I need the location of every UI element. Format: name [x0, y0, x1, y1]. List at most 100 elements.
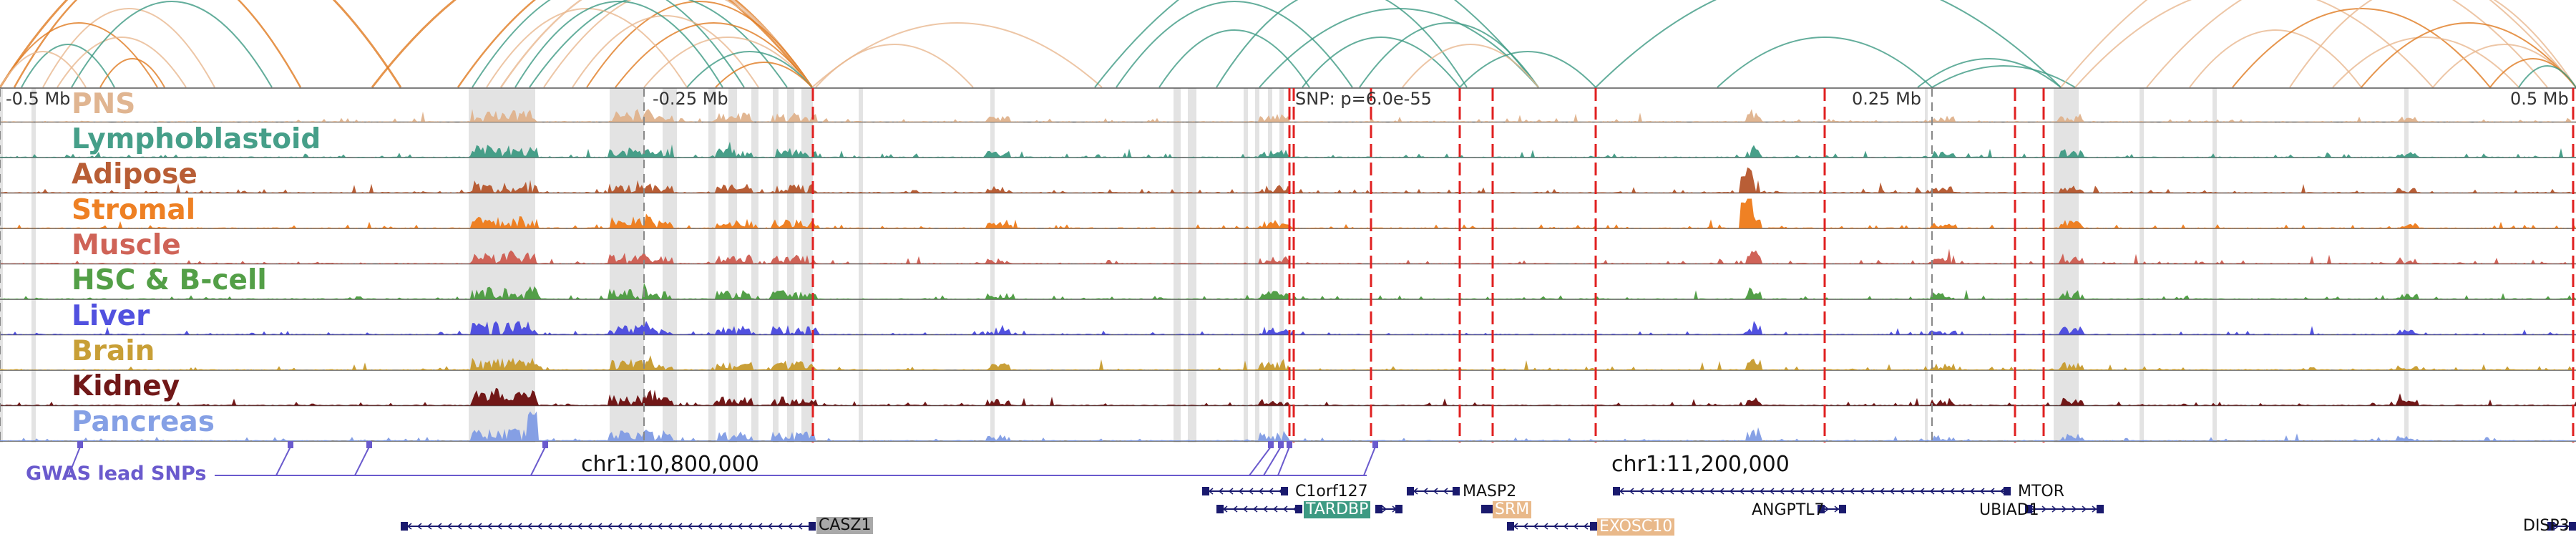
loop-arc — [715, 62, 813, 88]
loop-arc — [1402, 44, 1539, 88]
highlight-region — [1925, 88, 1928, 442]
strand-arrow — [2564, 523, 2570, 530]
gwas-snp-connector — [1363, 446, 1376, 476]
strand-arrow — [787, 523, 793, 530]
gene-label-srm[interactable]: SRM — [1493, 501, 1532, 518]
loop-arc — [13, 0, 302, 88]
strand-arrow — [557, 523, 562, 530]
signal-tracks — [0, 87, 2576, 442]
strand-arrow — [2092, 505, 2097, 513]
loop-arc — [572, 15, 759, 88]
strand-arrow — [1649, 488, 1654, 495]
loop-arc — [586, 1, 813, 88]
strand-arrow — [1523, 523, 1528, 530]
strand-arrow — [667, 523, 673, 530]
gwas-snp-marker — [1278, 441, 1284, 448]
track-signal — [0, 109, 2576, 122]
loop-arc — [42, 8, 215, 88]
loop-arc — [2361, 22, 2576, 88]
gwas-snp-connector — [68, 446, 81, 476]
strand-arrow — [707, 523, 713, 530]
strand-arrow — [527, 523, 532, 530]
loop-arc — [1216, 0, 1468, 88]
loop-arc — [486, 8, 688, 88]
loop-arc — [2289, 0, 2576, 88]
strand-arrow — [1248, 488, 1254, 495]
loop-arc — [2232, 8, 2491, 88]
strand-arrow — [1979, 488, 1985, 495]
strand-arrow — [1829, 488, 1835, 495]
strand-arrow — [577, 523, 582, 530]
highlight-region — [990, 88, 995, 442]
strand-arrow — [1749, 488, 1755, 495]
strand-arrow — [797, 523, 803, 530]
exon-block — [2569, 522, 2576, 531]
exon-block — [1375, 505, 1382, 513]
exon-block — [2097, 505, 2104, 513]
strand-arrow — [1859, 488, 1865, 495]
strand-arrow — [426, 523, 432, 530]
highlight-region — [0, 88, 3, 442]
strand-arrow — [1689, 488, 1694, 495]
gene-label-masp2[interactable]: MASP2 — [1463, 483, 1517, 500]
strand-arrow — [1679, 488, 1684, 495]
strand-arrow — [1563, 523, 1568, 530]
strand-arrow — [416, 523, 422, 530]
track-signal — [0, 321, 2576, 335]
highlight-region — [787, 88, 794, 442]
strand-arrow — [737, 523, 743, 530]
loop-arc — [686, 51, 813, 88]
gene-label-tardbp[interactable]: TARDBP — [1304, 501, 1371, 518]
track-label-hsc-b-cell: HSC & B-cell — [72, 264, 267, 296]
strand-arrow — [657, 523, 663, 530]
gene-label-c1orf127[interactable]: C1orf127 — [1295, 483, 1368, 500]
strand-arrow — [1819, 488, 1825, 495]
snp-pvalue-label: SNP: p=6.0e-55 — [1295, 89, 1432, 109]
strand-arrow — [1423, 488, 1428, 495]
strand-arrow — [1228, 488, 1234, 495]
strand-arrow — [2062, 505, 2067, 513]
track-label-kidney: Kidney — [72, 370, 180, 402]
exon-block — [1295, 505, 1302, 513]
loop-arc — [514, 1, 723, 88]
highlight-region — [1268, 88, 1272, 442]
track-label-stromal: Stromal — [72, 194, 196, 226]
strand-arrow — [2031, 505, 2037, 513]
strand-arrow — [537, 523, 542, 530]
strand-arrow — [1999, 488, 2005, 495]
track-label-lymphoblastoid: Lymphoblastoid — [72, 123, 321, 155]
chromatin-loop-arcs — [0, 0, 2576, 88]
gwas-snp-connector — [530, 446, 546, 476]
axis-tick-label: 0.25 Mb — [1852, 89, 1922, 109]
strand-arrow — [1899, 488, 1905, 495]
axis-tick-label: -0.25 Mb — [653, 89, 728, 109]
gwas-snp-marker — [1268, 441, 1274, 448]
gene-label-casz1[interactable]: CASZ1 — [816, 517, 874, 534]
gene-label-exosc10[interactable]: EXOSC10 — [1597, 518, 1675, 536]
strand-arrow — [1799, 488, 1805, 495]
gene-label-angptl7[interactable]: ANGPTL7 — [1752, 501, 1825, 519]
loop-arc — [643, 37, 813, 88]
loop-arc — [472, 0, 745, 88]
exon-block — [1590, 522, 1597, 531]
loop-arc — [1595, 0, 2062, 88]
strand-arrow — [687, 523, 693, 530]
loop-arc — [71, 1, 273, 88]
gene-label-disp3[interactable]: DISP3 — [2523, 517, 2570, 535]
gwas-snp-connector — [275, 446, 291, 476]
track-signal — [0, 248, 2576, 264]
gwas-snp-marker — [542, 441, 548, 448]
gwas-and-gene-panel — [68, 441, 2576, 531]
loop-arc — [1259, 8, 1539, 88]
gwas-snp-connector — [1263, 446, 1282, 476]
gene-label-mtor[interactable]: MTOR — [2018, 483, 2065, 500]
loop-arc — [99, 58, 165, 88]
strand-arrow — [1919, 488, 1925, 495]
loop-arc — [2332, 37, 2519, 88]
highlight-region — [728, 88, 737, 442]
highlight-region — [801, 88, 813, 442]
axis-tick-label: -0.5 Mb — [6, 89, 71, 109]
strand-arrow — [727, 523, 733, 530]
loop-arc — [529, 0, 788, 88]
gene-label-ubiad1[interactable]: UBIAD1 — [1979, 501, 2039, 519]
